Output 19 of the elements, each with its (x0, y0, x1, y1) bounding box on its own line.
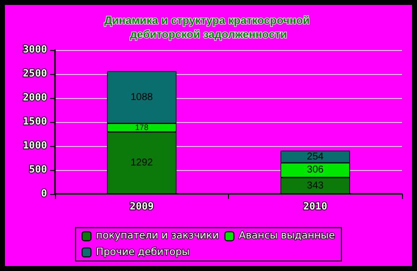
data-label: 254 (306, 151, 324, 162)
y-tick-label: 2500 (22, 68, 47, 80)
y-tick-label: 1500 (22, 116, 47, 128)
y-tick-label: 500 (28, 164, 47, 176)
x-tick-label: 2010 (303, 202, 328, 212)
legend-label: Авансы выданные (238, 230, 335, 242)
chart-title: Динамика и структура краткосрочной дебиторской задолженности (104, 15, 313, 41)
x-tick-label: 2009 (130, 202, 154, 212)
y-tick-label: 1000 (22, 140, 47, 152)
y-tick-label: 0 (40, 188, 47, 200)
y-tick-label: 3000 (22, 44, 47, 56)
legend-label: покупатели и закзчики (96, 230, 219, 242)
data-label: 306 (306, 164, 324, 176)
data-label: 178 (135, 123, 149, 132)
legend-label: Прочие дебиторы (96, 246, 190, 258)
data-label: 1088 (130, 92, 154, 103)
data-label: 1292 (130, 157, 154, 168)
data-label: 343 (306, 180, 324, 192)
y-tick-label: 2000 (22, 92, 47, 104)
